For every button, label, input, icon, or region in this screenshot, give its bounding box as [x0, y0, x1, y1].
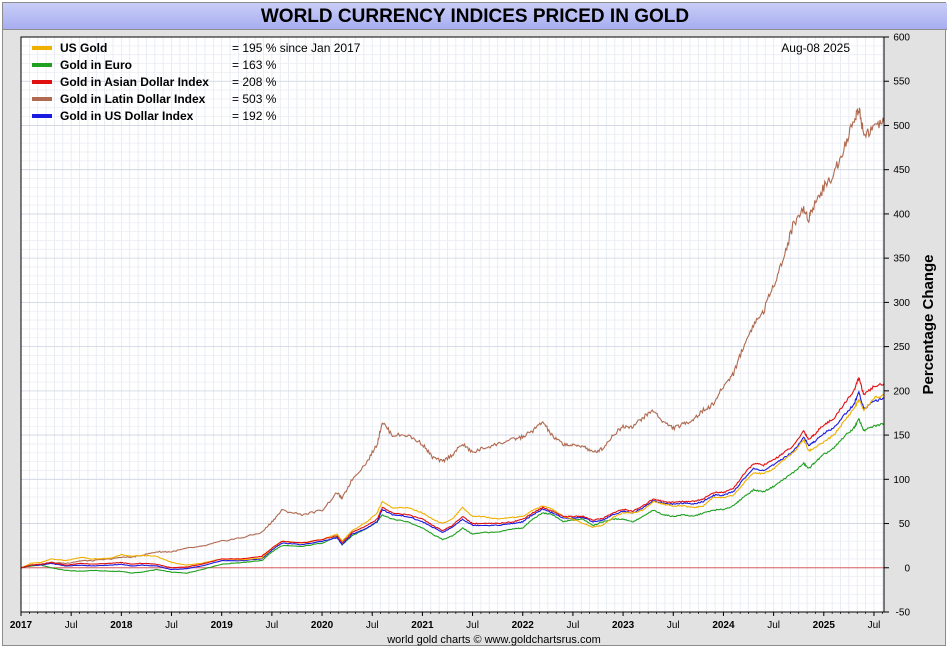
legend-value: = 195 % since Jan 2017 [232, 41, 361, 55]
y-tick-label: 350 [893, 254, 910, 265]
y-tick-label: 50 [899, 519, 911, 530]
x-tick-label: 2018 [110, 620, 133, 631]
x-tick-label: Jul [466, 620, 479, 631]
x-tick-label: 2021 [411, 620, 434, 631]
y-tick-label: 550 [893, 77, 910, 88]
x-tick-label: 2023 [612, 620, 635, 631]
legend-label: Gold in Euro [60, 58, 132, 72]
y-tick-label: -50 [896, 608, 911, 619]
legend-value: = 163 % [232, 58, 277, 72]
series-line-gold-in-asian-dollar-index [20, 376, 885, 569]
legend-label: Gold in US Dollar Index [60, 109, 194, 123]
x-tick-label: 2017 [10, 620, 33, 631]
legend-label: Gold in Latin Dollar Index [60, 92, 206, 106]
x-tick-label: 2025 [813, 620, 836, 631]
series-line-gold-in-latin-dollar-index [20, 107, 885, 569]
legend-value: = 503 % [232, 92, 277, 106]
x-tick-label: 2020 [311, 620, 334, 631]
legend-label: Gold in Asian Dollar Index [60, 75, 209, 89]
x-tick-label: 2024 [712, 620, 735, 631]
series-line-gold-in-us-dollar-index [20, 390, 885, 571]
legend-value: = 208 % [232, 75, 277, 89]
x-tick-label: Jul [265, 620, 278, 631]
x-tick-label: Jul [767, 620, 780, 631]
date-label: Aug-08 2025 [781, 41, 850, 55]
plot-border [20, 36, 885, 613]
y-tick-label: 300 [893, 298, 910, 309]
x-tick-label: Jul [868, 620, 881, 631]
y-tick-label: 400 [893, 209, 910, 220]
x-tick-label: 2019 [211, 620, 234, 631]
y-axis-label: Percentage Change [920, 254, 937, 394]
title-bar: WORLD CURRENCY INDICES PRICED IN GOLD [3, 3, 947, 30]
series-line-us-gold [20, 393, 885, 569]
footer-credit: world gold charts © www.goldchartsrus.co… [386, 634, 601, 646]
chart-title: WORLD CURRENCY INDICES PRICED IN GOLD [260, 6, 690, 27]
legend-value: = 192 % [232, 109, 277, 123]
x-tick-label: Jul [567, 620, 580, 631]
y-tick-label: 0 [904, 563, 910, 574]
x-tick-label: Jul [667, 620, 680, 631]
y-tick-label: 100 [893, 475, 910, 486]
x-tick-label: Jul [165, 620, 178, 631]
legend-label: US Gold [60, 41, 107, 55]
x-tick-label: Jul [366, 620, 379, 631]
y-tick-label: 250 [893, 342, 910, 353]
x-tick-label: 2022 [512, 620, 535, 631]
y-tick-label: 150 [893, 431, 910, 442]
y-tick-label: 600 [893, 33, 910, 44]
y-tick-label: 200 [893, 386, 910, 397]
y-tick-label: 500 [893, 121, 910, 132]
y-tick-label: 450 [893, 165, 910, 176]
x-tick-label: Jul [65, 620, 78, 631]
series-line-gold-in-euro [20, 417, 885, 574]
